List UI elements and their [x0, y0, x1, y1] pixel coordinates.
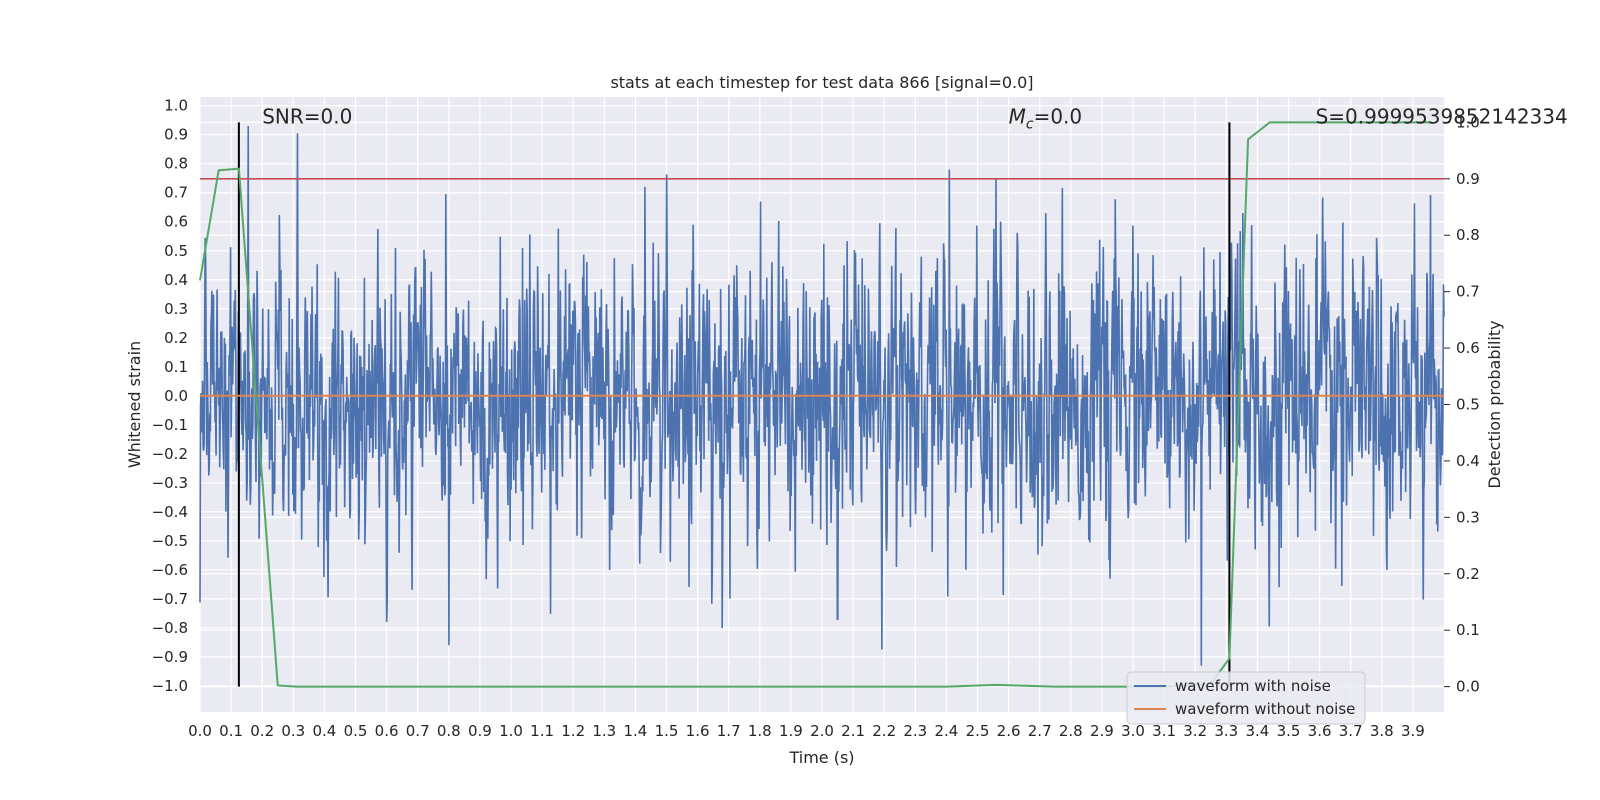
y-tick-label: −0.7 — [152, 590, 188, 608]
x-tick-label: 2.1 — [841, 722, 865, 740]
x-tick-label: 3.3 — [1214, 722, 1238, 740]
x-tick-label: 3.4 — [1245, 722, 1269, 740]
x-tick-label: 0.8 — [437, 722, 461, 740]
x-tick-label: 1.5 — [655, 722, 679, 740]
legend-label: waveform with noise — [1175, 677, 1331, 695]
y-tick-label: 0.9 — [164, 126, 188, 144]
x-tick-label: 1.8 — [748, 722, 772, 740]
chirp-mass-value: =0.0 — [1034, 104, 1083, 128]
x-tick-label: 0.5 — [344, 722, 368, 740]
x-tick-label: 3.9 — [1401, 722, 1425, 740]
x-tick-label: 2.6 — [997, 722, 1021, 740]
x-tick-label: 2.3 — [903, 722, 927, 740]
y-tick-label: −0.9 — [152, 648, 188, 666]
score-annotation: S=0.9999539852142334 — [1316, 104, 1568, 128]
y-right-tick-label: 0.6 — [1456, 339, 1480, 357]
reference-lines-layer — [200, 122, 1444, 687]
axes-layer: 0.0 0.1 0.2 0.3 0.4 0.5 0.6 0.7 0.8 0.9 1.0 1.1 1.2 1… — [125, 73, 1504, 767]
x-tick-label: 1.1 — [530, 722, 554, 740]
x-tick-label: 1.2 — [561, 722, 585, 740]
y-tick-label: 0.6 — [164, 213, 188, 231]
y-right-tick-label: 0.7 — [1456, 283, 1480, 301]
y-tick-label: −0.4 — [152, 503, 188, 521]
y-right-tick-label: 0.1 — [1456, 621, 1480, 639]
x-tick-label: 0.1 — [219, 722, 243, 740]
y-right-tick-label: 1.0 — [1456, 113, 1480, 131]
y-tick-label: −0.2 — [152, 445, 188, 463]
x-tick-label: 3.1 — [1152, 722, 1176, 740]
x-tick-label: 3.7 — [1339, 722, 1363, 740]
y-right-tick-label: 0.4 — [1456, 452, 1480, 470]
annotations-layer: SNR=0.0 Mc=0.0 S=0.9999539852142334 — [262, 104, 1568, 132]
probability-layer — [199, 121, 1432, 688]
legend-label: waveform without noise — [1175, 700, 1355, 718]
grid-layer — [199, 97, 1444, 712]
y-tick-label: 0.2 — [164, 329, 188, 347]
series-detection-probability — [199, 121, 1432, 688]
x-tick-label: 2.7 — [1028, 722, 1052, 740]
x-tick-label: 1.0 — [499, 722, 523, 740]
y-right-tick-label: 0.2 — [1456, 565, 1480, 583]
snr-annotation: SNR=0.0 — [262, 104, 352, 128]
x-tick-label: 1.6 — [686, 722, 710, 740]
y-tick-label: 0.5 — [164, 242, 188, 260]
y-tick-label: −0.3 — [152, 474, 188, 492]
y-tick-label: 0.3 — [164, 300, 188, 318]
y-tick-label: −0.6 — [152, 561, 188, 579]
y-tick-label: 1.0 — [164, 97, 188, 115]
x-tick-label: 3.8 — [1370, 722, 1394, 740]
y-tick-label: −1.0 — [152, 677, 188, 695]
x-tick-label: 3.0 — [1121, 722, 1145, 740]
y-right-tick-label: 0.9 — [1456, 170, 1480, 188]
x-tick-label: 3.2 — [1183, 722, 1207, 740]
y-tick-label: 0.0 — [164, 387, 188, 405]
x-tick-label: 2.9 — [1090, 722, 1114, 740]
x-tick-label: 1.7 — [717, 722, 741, 740]
x-tick-label: 2.4 — [934, 722, 958, 740]
x-tick-label: 3.6 — [1308, 722, 1332, 740]
legend-box — [1126, 671, 1366, 725]
x-tick-label: 2.5 — [966, 722, 990, 740]
x-tick-label: 0.3 — [281, 722, 305, 740]
x-tick-label: 0.9 — [468, 722, 492, 740]
y-tick-label: 0.8 — [164, 155, 188, 173]
y-tick-label: −0.1 — [152, 416, 188, 434]
chirp-mass-annotation: Mc=0.0 — [1009, 104, 1083, 132]
x-tick-label: 2.2 — [872, 722, 896, 740]
x-tick-label: 0.0 — [188, 722, 212, 740]
x-tick-label: 2.0 — [810, 722, 834, 740]
y-right-tick-label: 0.3 — [1456, 508, 1480, 526]
y-tick-label: −0.5 — [152, 532, 188, 550]
x-tick-label: 0.2 — [250, 722, 274, 740]
y-right-axis-label: Detection probability — [1485, 320, 1504, 488]
x-tick-label: 1.4 — [623, 722, 647, 740]
y-right-tick-label: 0.8 — [1456, 226, 1480, 244]
y-tick-label: 0.1 — [164, 358, 188, 376]
y-tick-label: −0.8 — [152, 619, 188, 637]
y-right-tick-label: 0.5 — [1456, 396, 1480, 414]
x-tick-label: 3.5 — [1277, 722, 1301, 740]
x-axis-label: Time (s) — [788, 748, 854, 767]
y-tick-label: 0.4 — [164, 271, 188, 289]
x-tick-label: 1.9 — [779, 722, 803, 740]
x-tick-label: 2.8 — [1059, 722, 1083, 740]
chart-title: stats at each timestep for test data 866… — [610, 73, 1033, 92]
y-axis-label: Whitened strain — [125, 341, 144, 468]
x-tick-label: 1.3 — [592, 722, 616, 740]
x-tick-label: 0.6 — [375, 722, 399, 740]
chirp-mass-subscript: c — [1026, 116, 1034, 132]
y-right-tick-label: 0.0 — [1456, 678, 1480, 696]
x-tick-label: 0.4 — [312, 722, 336, 740]
legend: waveform with noise waveform without nois… — [1126, 671, 1366, 725]
x-tick-label: 0.7 — [406, 722, 430, 740]
chirp-mass-symbol: M — [1009, 104, 1026, 128]
y-tick-label: 0.7 — [164, 184, 188, 202]
